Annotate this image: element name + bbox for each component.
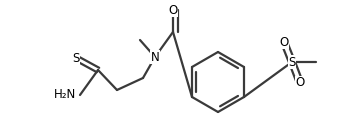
Text: O: O <box>168 3 178 17</box>
Text: S: S <box>288 55 296 69</box>
Text: H₂N: H₂N <box>54 89 76 101</box>
Text: S: S <box>72 52 80 64</box>
Text: O: O <box>295 76 305 90</box>
Text: O: O <box>280 35 289 49</box>
Text: N: N <box>151 50 160 64</box>
